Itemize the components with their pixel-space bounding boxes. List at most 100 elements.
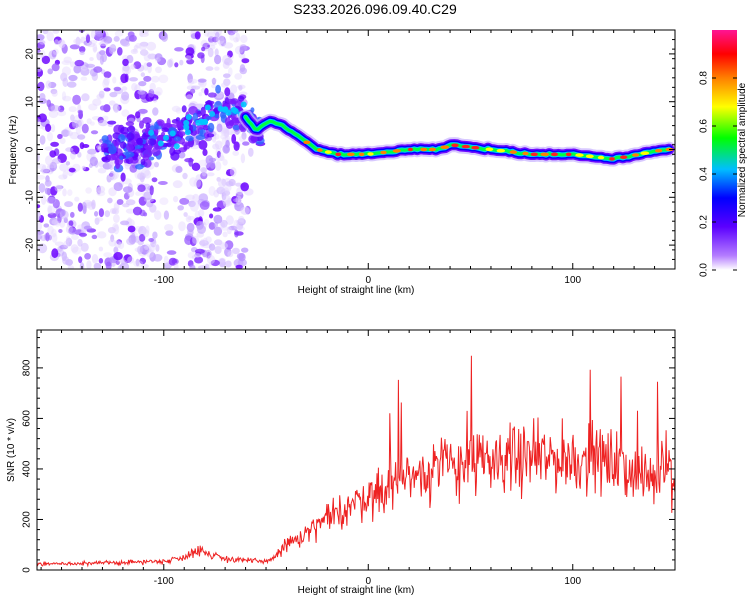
noise-blob	[80, 76, 88, 81]
noise-blob	[145, 225, 150, 234]
y-tick-label: 200	[22, 511, 33, 528]
noise-blob	[114, 240, 122, 249]
noise-blob	[179, 197, 190, 205]
noise-blob	[224, 87, 231, 97]
noise-blob	[67, 131, 73, 137]
noise-blob	[130, 48, 139, 55]
noise-blob	[51, 90, 58, 97]
noise-blob	[235, 182, 243, 187]
energy-peak	[209, 111, 216, 117]
noise-blob	[109, 172, 114, 177]
noise-blob	[222, 144, 230, 154]
noise-blob	[58, 229, 63, 233]
noise-blob	[146, 62, 152, 67]
noise-blob	[214, 48, 219, 57]
energy-blob	[154, 127, 159, 137]
noise-blob	[214, 161, 222, 171]
noise-blob	[114, 104, 120, 112]
noise-blob	[75, 36, 81, 46]
noise-blob	[45, 232, 50, 242]
noise-blob	[205, 66, 214, 71]
noise-blob	[68, 74, 78, 82]
noise-blob	[54, 220, 61, 227]
noise-blob	[158, 74, 169, 84]
noise-blob	[174, 62, 179, 68]
noise-blob	[120, 220, 130, 226]
ridge-hotspot	[317, 148, 323, 152]
noise-blob	[198, 159, 209, 167]
noise-blob	[212, 207, 222, 212]
energy-blob	[143, 159, 152, 168]
noise-blob	[37, 66, 42, 72]
x-tick-label: 0	[365, 275, 371, 286]
noise-blob	[225, 260, 232, 268]
noise-blob	[70, 61, 76, 68]
energy-blob	[206, 133, 215, 138]
noise-blob	[54, 184, 62, 192]
noise-blob	[92, 98, 102, 106]
energy-peak	[184, 129, 191, 136]
noise-blob	[125, 208, 136, 214]
ridge-hotspot	[540, 152, 549, 157]
energy-peak	[183, 119, 190, 126]
noise-blob	[137, 89, 146, 95]
noise-blob	[232, 30, 239, 34]
noise-blob	[71, 246, 82, 255]
energy-blob	[114, 158, 120, 166]
noise-blob	[39, 135, 46, 145]
noise-blob	[98, 119, 108, 127]
x-tick-label: 0	[365, 576, 371, 587]
ridge-hotspot	[632, 153, 640, 157]
noise-blob	[63, 240, 70, 248]
noise-blob	[50, 141, 59, 147]
noise-blob	[81, 165, 87, 170]
energy-blob	[108, 145, 117, 155]
noise-blob	[194, 256, 204, 264]
spectrogram-scatter	[37, 30, 266, 269]
noise-blob	[91, 199, 96, 210]
noise-blob	[113, 86, 122, 92]
noise-blob	[125, 218, 135, 228]
ridge-hotspot	[522, 151, 529, 156]
energy-blob	[231, 117, 241, 124]
noise-blob	[138, 42, 147, 51]
ridge-hotspot	[461, 144, 470, 149]
noise-blob	[204, 88, 209, 96]
energy-peak	[148, 129, 155, 136]
noise-blob	[137, 245, 143, 255]
energy-peak	[202, 119, 209, 125]
noise-blob	[62, 255, 70, 265]
noise-blob	[209, 213, 214, 219]
noise-blob	[37, 222, 42, 231]
noise-blob	[98, 160, 104, 168]
noise-blob	[50, 124, 56, 133]
noise-blob	[37, 152, 40, 162]
noise-blob	[116, 239, 123, 245]
noise-blob	[191, 162, 201, 171]
noise-blob	[39, 93, 46, 101]
ridge-hotspot	[565, 152, 572, 157]
noise-blob	[94, 211, 99, 217]
noise-blob	[235, 264, 243, 269]
noise-blob	[223, 78, 231, 86]
noise-blob	[59, 244, 68, 250]
energy-blob	[126, 132, 135, 141]
noise-blob	[248, 147, 254, 157]
noise-blob	[238, 85, 243, 91]
noise-blob	[37, 121, 41, 126]
energy-blob	[192, 112, 198, 122]
noise-blob	[121, 42, 131, 47]
noise-blob	[198, 92, 203, 97]
noise-blob	[208, 243, 216, 251]
noise-blob	[175, 107, 182, 114]
energy-blob	[148, 156, 155, 161]
noise-blob	[154, 91, 161, 96]
noise-blob	[54, 39, 59, 45]
noise-blob	[152, 253, 163, 262]
noise-blob	[91, 234, 98, 240]
noise-blob	[224, 57, 233, 66]
noise-blob	[158, 181, 168, 185]
noise-blob	[187, 73, 193, 83]
noise-blob	[165, 230, 174, 236]
noise-blob	[193, 178, 202, 188]
